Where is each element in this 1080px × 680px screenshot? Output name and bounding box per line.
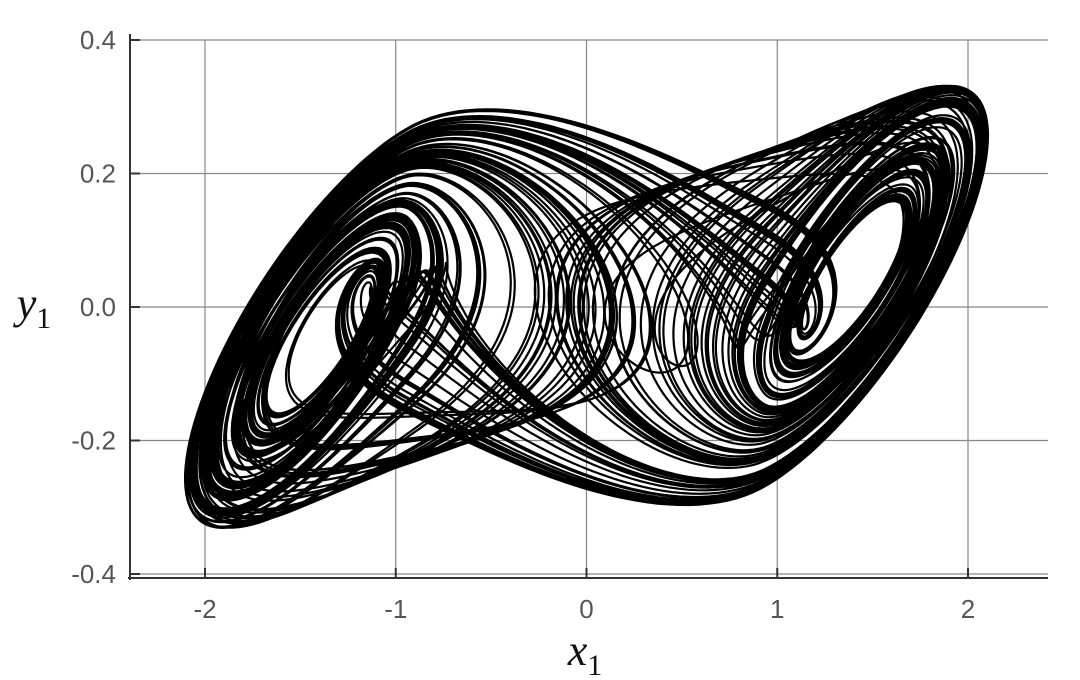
x-tick-label-4: 2: [961, 594, 975, 624]
y-tick-label-1: -0.2: [71, 426, 116, 456]
x-tick-label-2: 0: [579, 594, 593, 624]
axes: [128, 34, 1048, 580]
tick-labels: -0.4 -0.2 0.0 0.2 0.4 -2 -1 0 1 2: [71, 25, 975, 624]
y-tick-label-2: 0.0: [80, 292, 116, 322]
x-tick-label-1: -1: [384, 594, 407, 624]
y-tick-label-3: 0.2: [80, 159, 116, 189]
x-tick-label-0: -2: [193, 594, 216, 624]
attractor-trajectory: [184, 84, 990, 529]
attractor-line: [184, 84, 990, 529]
y-tick-label-0: -0.4: [71, 559, 116, 589]
x-axis-label: x1: [567, 626, 603, 680]
y-axis-label: y1: [13, 279, 52, 335]
x-tick-label-3: 1: [770, 594, 784, 624]
y-tick-label-4: 0.4: [80, 25, 116, 55]
